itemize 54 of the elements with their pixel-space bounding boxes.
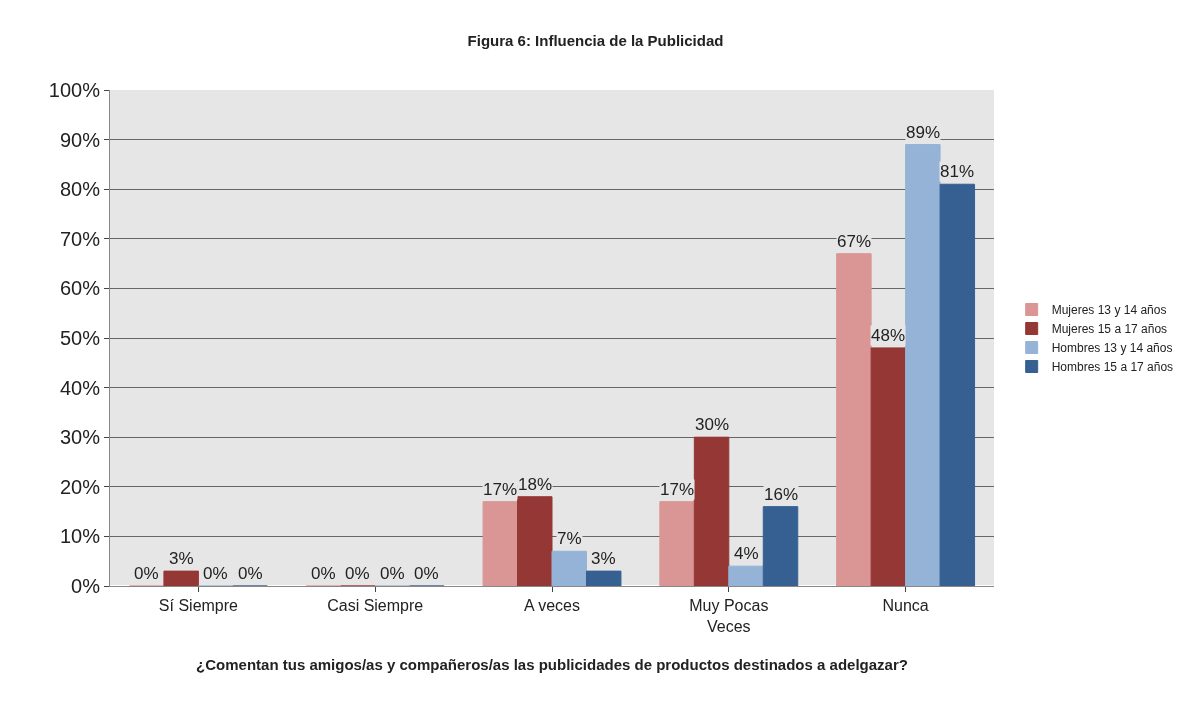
y-tick-label: 70% [59,227,101,250]
data-label: 17% [660,480,695,499]
y-tick-label: 20% [59,475,101,498]
legend-label: Mujeres 15 a 17 años [1051,322,1168,337]
data-label: 17% [483,480,518,499]
x-tick-label: Casi Siempre [327,597,424,615]
data-label: 0% [414,564,439,583]
bar [693,436,730,586]
legend-label: Mujeres 13 y 14 años [1051,303,1167,318]
bar [762,506,799,586]
y-tick-label: 10% [59,525,101,548]
y-tick-label: 80% [59,178,101,201]
bar [939,183,976,586]
x-tick-label: Muy Pocas Veces [689,597,769,635]
legend-label: Hombres 15 a 17 años [1051,360,1174,375]
bar [728,565,764,586]
data-label: 81% [940,162,975,181]
bar [517,496,553,586]
y-tick-label: 40% [59,376,101,399]
bar [870,347,907,586]
data-label: 3% [169,549,194,568]
x-axis-title: ¿Comentan tus amigos/as y compañeros/as las publicidades de productos destinados a adelgazar? [196,656,908,673]
bar [163,570,199,586]
y-tick-label: 0% [71,575,101,597]
data-label: 30% [695,415,730,434]
legend-label: Hombres 13 y 14 años [1051,341,1173,356]
y-tick-label: 60% [59,277,101,300]
data-label: 16% [764,485,799,504]
bar [836,253,872,586]
data-label: 0% [238,564,263,583]
data-label: 0% [203,564,228,583]
bar [659,501,695,586]
x-tick-label: A veces [523,597,581,615]
x-tick-label: Nunca [882,597,929,615]
y-tick-label: 50% [59,327,101,349]
y-tick-label: 100% [48,79,101,101]
data-label: 0% [311,564,336,583]
x-tick-label: Sí Siempre [158,597,239,615]
data-label: 67% [837,232,872,251]
data-label: 89% [906,123,941,142]
data-label: 0% [134,564,159,583]
bar [551,550,587,586]
data-label: 0% [345,564,370,583]
bar [585,570,622,586]
data-label: 48% [871,326,906,345]
data-label: 18% [518,475,553,494]
bar [905,144,941,586]
data-label: 7% [557,529,582,548]
y-tick-label: 30% [59,426,101,449]
data-label: 0% [380,564,405,583]
data-label: 3% [591,549,616,568]
y-tick-label: 90% [59,128,101,151]
data-label: 4% [734,544,759,563]
chart-title: Figura 6: Influencia de la Publicidad [467,31,724,49]
